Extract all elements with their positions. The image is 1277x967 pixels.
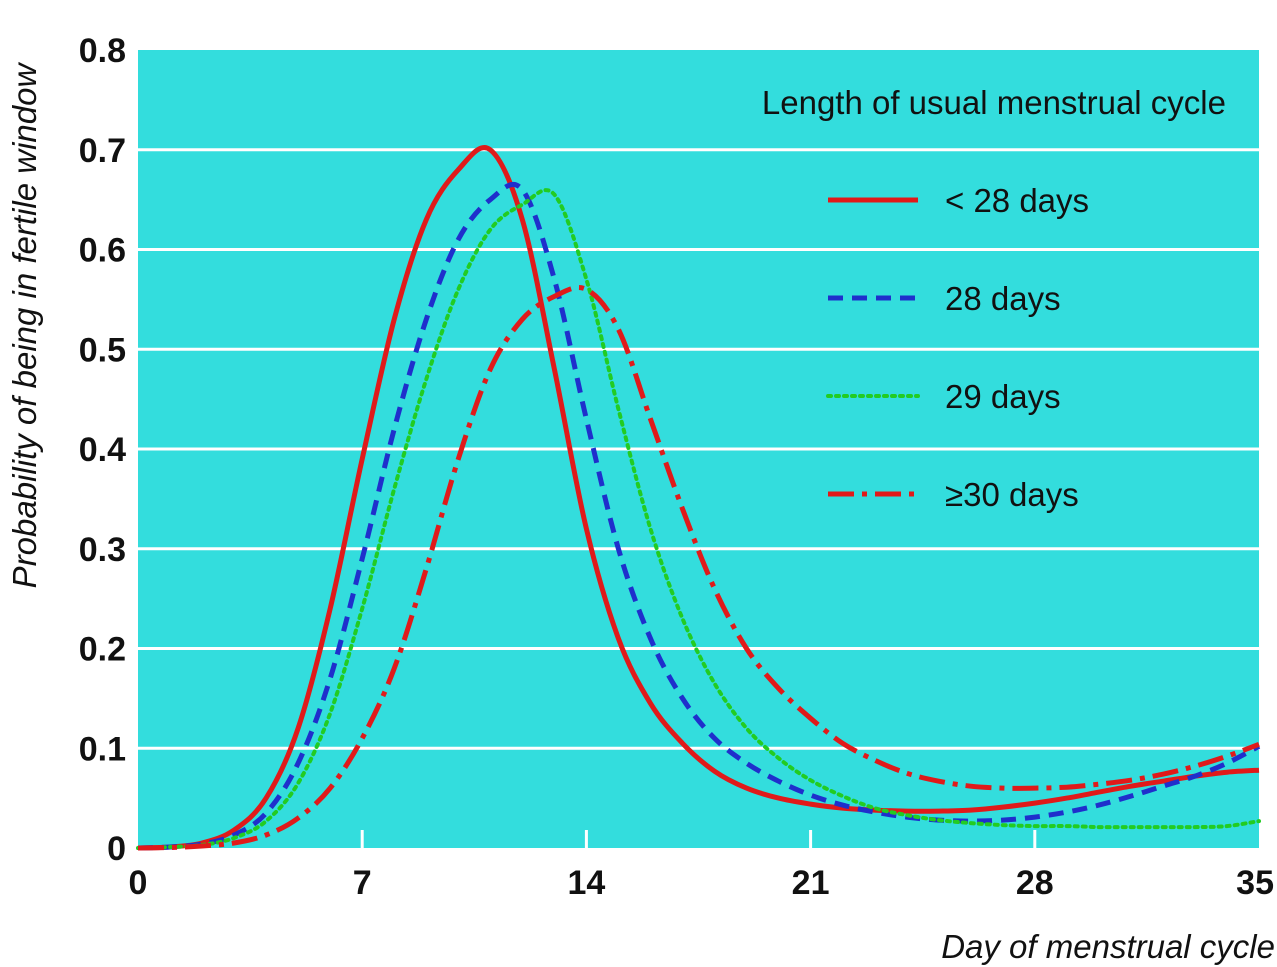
legend-label: < 28 days xyxy=(945,182,1089,219)
x-tick-label: 28 xyxy=(1016,864,1054,902)
legend-label: ≥30 days xyxy=(945,476,1079,513)
x-tick-labels: 0 7 14 21 28 35 xyxy=(129,864,1274,902)
x-tick-label: 7 xyxy=(353,864,372,902)
x-tick-label: 14 xyxy=(567,864,605,902)
legend-item: < 28 days xyxy=(828,182,1089,219)
x-tick-label: 21 xyxy=(792,864,830,902)
series-line xyxy=(136,188,1261,850)
x-tick-label: 0 xyxy=(129,864,148,902)
series-line xyxy=(137,181,1261,851)
y-tick-label: 0.5 xyxy=(79,331,126,369)
y-tick-label: 0.6 xyxy=(79,232,126,270)
x-tick-marks xyxy=(360,830,1037,848)
gridlines xyxy=(138,148,1259,750)
y-tick-label: 0.3 xyxy=(79,531,126,569)
y-tick-label: 0.4 xyxy=(79,431,126,469)
series-lines xyxy=(136,145,1261,851)
x-axis-title: Day of menstrual cycle xyxy=(941,928,1275,965)
legend-label: 29 days xyxy=(945,378,1061,415)
y-tick-label: 0 xyxy=(107,830,126,868)
legend-item: 28 days xyxy=(828,280,1061,317)
y-tick-label: 0.1 xyxy=(79,730,126,768)
legend-item: 29 days xyxy=(826,378,1061,415)
legend-title: Length of usual menstrual cycle xyxy=(762,84,1226,121)
y-axis-title: Probability of being in fertile window xyxy=(6,62,43,589)
series-line xyxy=(137,284,1260,851)
legend-item: ≥30 days xyxy=(828,476,1079,513)
legend-label: 28 days xyxy=(945,280,1061,317)
y-tick-labels: 0 0.1 0.2 0.3 0.4 0.5 0.6 0.7 0.8 xyxy=(79,32,126,868)
y-tick-label: 0.7 xyxy=(79,132,126,170)
x-tick-label: 35 xyxy=(1236,864,1274,902)
series-line xyxy=(137,145,1260,851)
y-tick-label: 0.8 xyxy=(79,32,126,70)
y-tick-label: 0.2 xyxy=(79,631,126,669)
legend: Length of usual menstrual cycle < 28 day… xyxy=(762,84,1226,513)
